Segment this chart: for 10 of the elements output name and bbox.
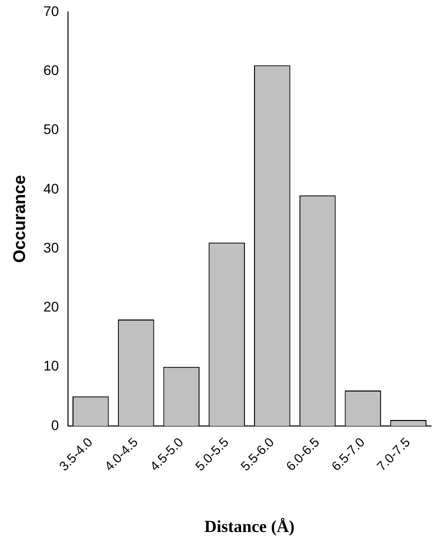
y-tick-label: 50 (43, 121, 60, 138)
y-tick-label: 70 (43, 2, 60, 19)
y-tick-label: 0 (51, 416, 60, 433)
y-tick-label: 60 (43, 62, 60, 78)
y-tick-label: 30 (43, 239, 60, 256)
y-axis-title: Occurance (10, 175, 29, 263)
y-tick-label: 20 (43, 298, 60, 315)
y-tick-label: 10 (43, 358, 60, 374)
y-tick-label: 40 (43, 180, 60, 196)
x-axis-title: Distance (Å) (204, 517, 295, 536)
